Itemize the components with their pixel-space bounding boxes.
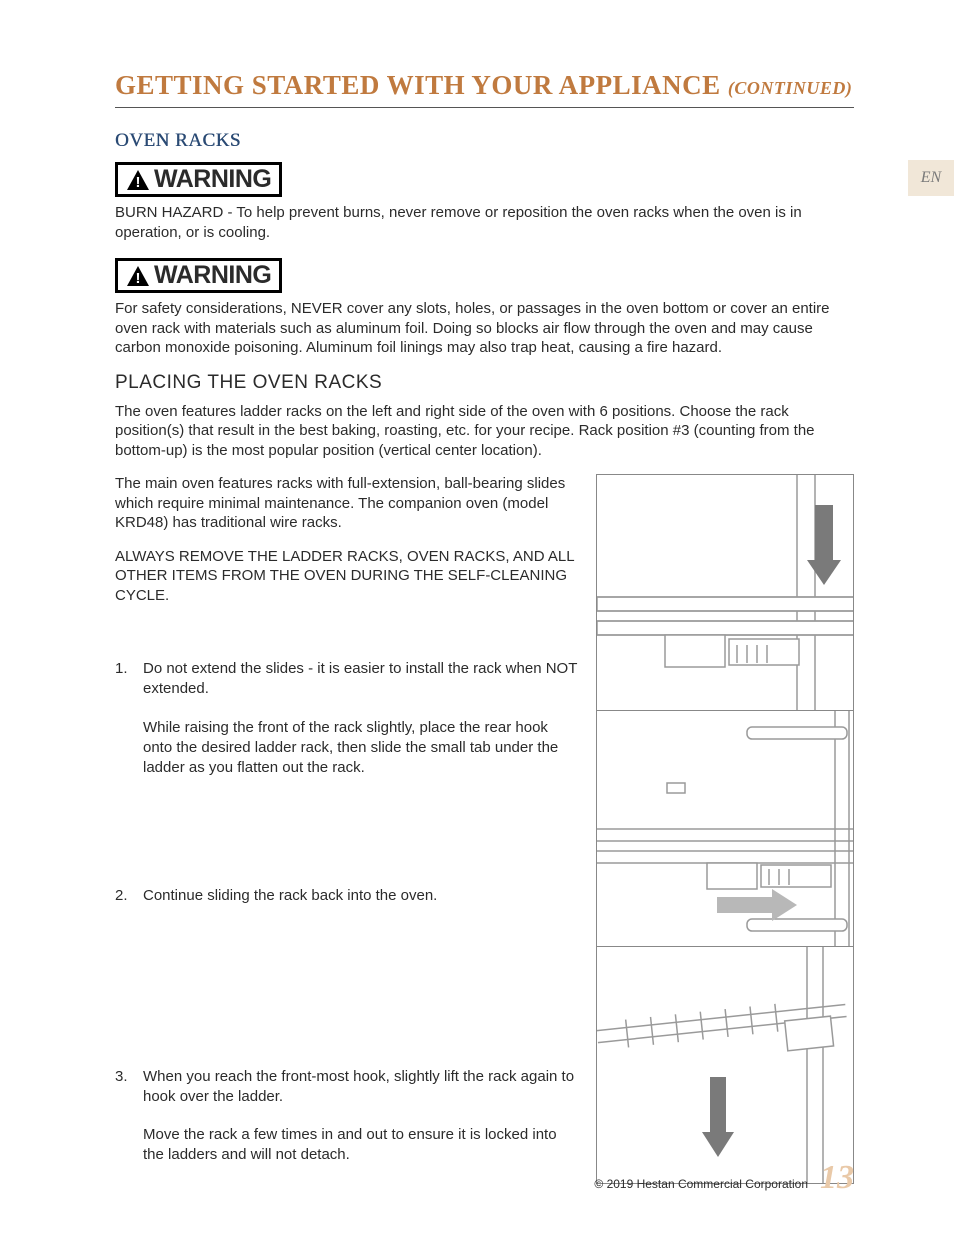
warning-badge-2: ! WARNING bbox=[115, 258, 282, 293]
step-list: 1. Do not extend the slides - it is easi… bbox=[115, 659, 578, 1166]
warning-triangle-icon: ! bbox=[126, 169, 150, 191]
diagram-stack bbox=[596, 474, 854, 1184]
step-3-text-a: When you reach the front-most hook, slig… bbox=[143, 1067, 578, 1108]
step-2-number: 2. bbox=[115, 886, 128, 906]
step-1-text-a: Do not extend the slides - it is easier … bbox=[143, 659, 578, 700]
warning-label: WARNING bbox=[154, 165, 271, 194]
title-continued: (CONTINUED) bbox=[728, 78, 853, 98]
page-number: 13 bbox=[820, 1159, 854, 1197]
step-3: 3. When you reach the front-most hook, s… bbox=[115, 1067, 578, 1166]
warning-1-text: BURN HAZARD - To help prevent burns, nev… bbox=[115, 203, 854, 242]
page-title: GETTING STARTED WITH YOUR APPLIANCE (CON… bbox=[115, 70, 854, 108]
svg-text:!: ! bbox=[136, 174, 141, 191]
step-2: 2. Continue sliding the rack back into t… bbox=[115, 886, 578, 906]
step-1: 1. Do not extend the slides - it is easi… bbox=[115, 659, 578, 778]
diagram-panel-2 bbox=[597, 711, 853, 947]
arrow-down-icon bbox=[807, 505, 841, 585]
copyright-text: © 2019 Hestan Commercial Corporation bbox=[594, 1177, 808, 1191]
intro-paragraph: The oven features ladder racks on the le… bbox=[115, 402, 854, 461]
warning-2-text: For safety considerations, NEVER cover a… bbox=[115, 299, 854, 358]
step-3-text-b: Move the rack a few times in and out to … bbox=[143, 1125, 578, 1166]
section-placing-racks: PLACING THE OVEN RACKS bbox=[115, 372, 854, 394]
step-1-number: 1. bbox=[115, 659, 128, 679]
caps-paragraph: ALWAYS REMOVE THE LADDER RACKS, OVEN RAC… bbox=[115, 547, 578, 606]
step-1-text-b: While raising the front of the rack slig… bbox=[143, 718, 578, 779]
arrow-down-icon bbox=[702, 1077, 734, 1157]
svg-text:!: ! bbox=[136, 270, 141, 287]
arrow-right-icon bbox=[717, 889, 797, 921]
diagram-panel-1 bbox=[597, 475, 853, 711]
title-main: GETTING STARTED WITH YOUR APPLIANCE bbox=[115, 70, 728, 100]
step-3-number: 3. bbox=[115, 1067, 128, 1087]
diagram-panel-3 bbox=[597, 947, 853, 1183]
page-footer: © 2019 Hestan Commercial Corporation 13 bbox=[594, 1159, 854, 1197]
warning-label: WARNING bbox=[154, 261, 271, 290]
left-column: The main oven features racks with full-e… bbox=[115, 474, 578, 1184]
language-tab: EN bbox=[908, 160, 954, 196]
diagram-column bbox=[596, 474, 854, 1184]
warning-badge-1: ! WARNING bbox=[115, 162, 282, 197]
subhead-oven-racks: OVEN RACKS bbox=[115, 130, 854, 152]
paragraph-2: The main oven features racks with full-e… bbox=[115, 474, 578, 533]
warning-triangle-icon: ! bbox=[126, 265, 150, 287]
step-2-text: Continue sliding the rack back into the … bbox=[143, 886, 578, 906]
